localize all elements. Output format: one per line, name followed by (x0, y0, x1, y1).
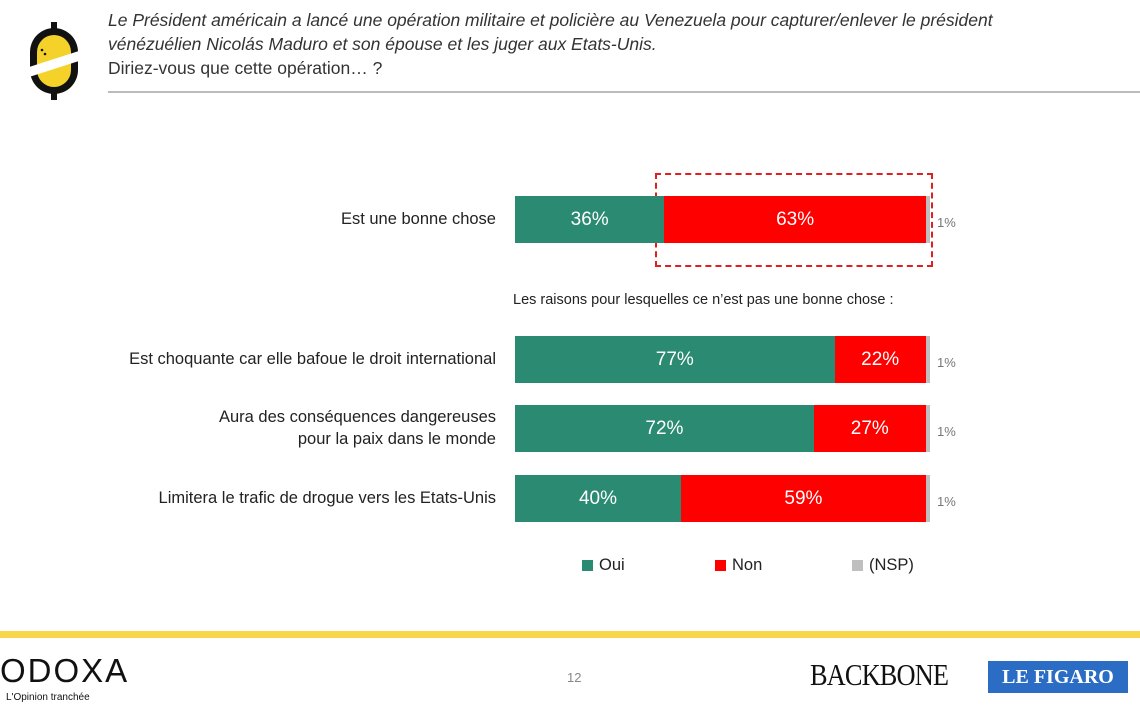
bar-segment-nsp (925, 336, 930, 383)
legend-label: Non (732, 556, 763, 574)
question-line-3: Diriez-vous que cette opération… ? (108, 58, 383, 78)
bar-segment-non: 22% (834, 336, 926, 383)
legend-nsp: (NSP) (852, 556, 914, 575)
legend-label: Oui (599, 556, 625, 574)
footer-divider (0, 631, 1140, 638)
data-label: 27% (850, 417, 889, 439)
bar-row: 40% 59% (515, 475, 930, 522)
category-label-line: Limitera le trafic de drogue vers les Et… (158, 489, 496, 507)
bar-segment-non: 63% (664, 196, 926, 243)
odoxa-tagline: L'Opinion tranchée (6, 692, 90, 703)
nsp-label: 1% (937, 215, 956, 230)
page-number: 12 (567, 670, 582, 685)
nsp-label: 1% (937, 355, 956, 370)
header-divider (108, 91, 1140, 93)
data-label: 72% (645, 417, 684, 439)
bar-row: 36% 63% (515, 196, 930, 243)
nsp-label: 1% (937, 424, 956, 439)
question: Le Président américain a lancé une opéra… (108, 8, 1128, 80)
legend-label: (NSP) (869, 556, 914, 574)
bar-segment-oui: 40% (515, 475, 681, 522)
bar-row: 77% 22% (515, 336, 930, 383)
category-label: Est choquante car elle bafoue le droit i… (129, 348, 496, 370)
data-label: 36% (570, 208, 609, 230)
nsp-label: 1% (937, 494, 956, 509)
data-label: 63% (776, 208, 815, 230)
data-label: 77% (655, 348, 694, 370)
data-label: 59% (784, 487, 823, 509)
data-label: 40% (578, 487, 618, 509)
data-label: 22% (861, 348, 900, 370)
question-line-2: vénézuélien Nicolás Maduro et son épouse… (108, 34, 657, 54)
legend-swatch (852, 560, 863, 571)
category-label: Est une bonne chose (341, 208, 496, 230)
bar-segment-nsp (925, 196, 930, 243)
legend-oui: Oui (582, 556, 625, 575)
odoxa-logo-icon (26, 22, 82, 105)
bar-segment-non: 27% (813, 405, 926, 452)
le-figaro-logo: LE FIGARO (988, 661, 1128, 693)
chart-subtitle: Les raisons pour lesquelles ce n’est pas… (513, 292, 894, 308)
category-label-line: Aura des conséquences dangereuses (218, 408, 496, 426)
category-label-line: Est choquante car elle bafoue le droit i… (129, 350, 496, 368)
category-label: Aura des conséquences dangereuses pour la… (219, 406, 496, 450)
backbone-logo: BACKBONE (810, 657, 949, 692)
bar-segment-oui: 72% (515, 405, 814, 452)
category-label-line: Est une bonne chose (340, 210, 496, 228)
category-label: Limitera le trafic de drogue vers les Et… (159, 487, 496, 509)
bar-segment-oui: 36% (515, 196, 665, 243)
bar-segment-nsp (925, 405, 930, 452)
odoxa-brand: ODOXA (0, 652, 130, 689)
question-line-1: Le Président américain a lancé une opéra… (108, 10, 993, 30)
legend-swatch (582, 560, 593, 571)
bar-segment-nsp (925, 475, 930, 522)
bar-segment-oui: 77% (515, 336, 835, 383)
category-label-line: pour la paix dans le monde (297, 430, 496, 448)
legend-non: Non (715, 556, 762, 575)
bar-row: 72% 27% (515, 405, 930, 452)
bar-segment-non: 59% (681, 475, 926, 522)
legend-swatch (715, 560, 726, 571)
